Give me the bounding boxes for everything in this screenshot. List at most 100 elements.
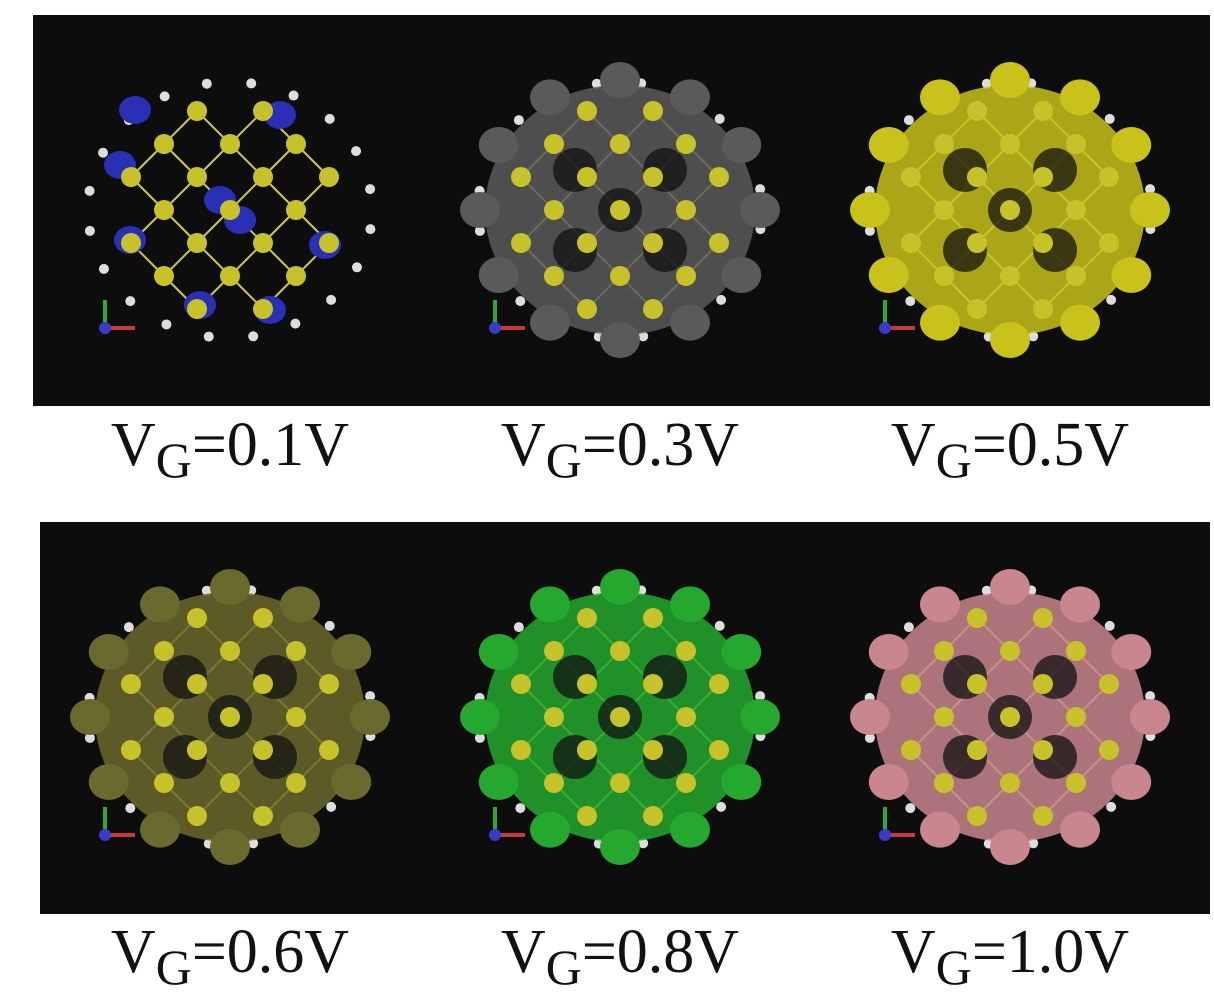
isosurface-lobe: [869, 127, 909, 163]
silicon-atom: [1000, 773, 1020, 793]
silicon-atom: [544, 773, 564, 793]
isosurface-lobe: [850, 699, 890, 735]
silicon-atom: [511, 740, 531, 760]
silicon-atom: [286, 773, 306, 793]
axis-z: [879, 829, 891, 841]
hydrogen-atom: [161, 319, 171, 329]
silicon-atom: [1033, 233, 1053, 253]
silicon-atom: [901, 740, 921, 760]
silicon-atom: [577, 608, 597, 628]
figure: VG=0.1VVG=0.3VVG=0.5VVG=0.6VVG=0.8VVG=1.…: [0, 0, 1214, 999]
isosurface-lobe: [530, 586, 570, 622]
silicon-atom: [1033, 740, 1053, 760]
silicon-atom: [1033, 608, 1053, 628]
silicon-atom: [643, 608, 663, 628]
silicon-atom: [577, 167, 597, 187]
hydrogen-atom: [1106, 295, 1116, 305]
silicon-atom: [154, 773, 174, 793]
silicon-atom: [901, 674, 921, 694]
silicon-atom: [1000, 641, 1020, 661]
isosurface-lobe: [331, 634, 371, 670]
silicon-atom: [1000, 707, 1020, 727]
hydrogen-atom: [904, 115, 914, 125]
silicon-atom: [610, 266, 630, 286]
silicon-atom: [187, 299, 207, 319]
silicon-atom: [577, 740, 597, 760]
isosurface-lobe: [530, 305, 570, 341]
silicon-atom: [544, 134, 564, 154]
silicon-atom: [676, 773, 696, 793]
silicon-atom: [220, 707, 240, 727]
silicon-atom: [676, 707, 696, 727]
axis-z: [489, 829, 501, 841]
silicon-atom: [511, 167, 531, 187]
isosurface-lobe: [990, 62, 1030, 98]
silicon-atom: [1099, 167, 1119, 187]
silicon-atom: [121, 674, 141, 694]
hydrogen-atom: [85, 186, 95, 196]
isosurface-lobe: [89, 634, 129, 670]
isosurface-lobe: [1111, 127, 1151, 163]
isosurface-lobe: [210, 569, 250, 605]
isosurface-lobe: [1111, 634, 1151, 670]
isosurface-lobe: [990, 322, 1030, 358]
isosurface-lobe: [670, 586, 710, 622]
panel-label: VG=0.3V: [501, 411, 739, 488]
hydrogen-atom: [124, 622, 134, 632]
silicon-atom: [643, 806, 663, 826]
silicon-atom: [967, 299, 987, 319]
hydrogen-atom: [290, 319, 300, 329]
silicon-atom: [577, 299, 597, 319]
silicon-atom: [253, 740, 273, 760]
label-symbol: V: [501, 918, 546, 986]
silicon-atom: [643, 674, 663, 694]
silicon-atom: [253, 299, 273, 319]
label-symbol: V: [891, 918, 936, 986]
silicon-atom: [253, 674, 273, 694]
label-value: =0.3V: [582, 411, 739, 479]
isosurface-lobe: [530, 812, 570, 848]
silicon-atom: [154, 641, 174, 661]
isosurface-lobe: [850, 192, 890, 228]
silicon-atom: [577, 233, 597, 253]
isosurface-lobe: [89, 764, 129, 800]
hydrogen-atom: [1106, 802, 1116, 812]
isosurface-lobe: [920, 812, 960, 848]
silicon-atom: [967, 233, 987, 253]
silicon-atom: [1033, 299, 1053, 319]
isosurface-lobe: [1130, 699, 1170, 735]
panel-label: VG=0.6V: [111, 918, 349, 995]
hydrogen-atom: [326, 295, 336, 305]
silicon-atom: [1066, 707, 1086, 727]
silicon-atom: [967, 674, 987, 694]
axis-z: [489, 322, 501, 334]
silicon-atom: [319, 233, 339, 253]
isosurface-lobe: [869, 634, 909, 670]
isosurface-lobe: [600, 569, 640, 605]
label-value: =0.8V: [582, 918, 739, 986]
silicon-atom: [709, 233, 729, 253]
silicon-atom: [1033, 167, 1053, 187]
silicon-atom: [610, 641, 630, 661]
isosurface-lobe: [920, 305, 960, 341]
hydrogen-atom: [716, 295, 726, 305]
silicon-atom: [676, 200, 696, 220]
isosurface-lobe: [721, 127, 761, 163]
isosurface-lobe: [920, 586, 960, 622]
hydrogen-atom: [289, 91, 299, 101]
silicon-atom: [934, 641, 954, 661]
isosurface-lobe: [1060, 305, 1100, 341]
silicon-atom: [220, 134, 240, 154]
label-value: =0.1V: [192, 411, 349, 479]
axis-z: [99, 322, 111, 334]
silicon-atom: [901, 233, 921, 253]
isosurface-lobe: [331, 764, 371, 800]
hydrogen-atom: [204, 332, 214, 342]
silicon-atom: [544, 266, 564, 286]
silicon-atom: [676, 134, 696, 154]
silicon-atom: [511, 674, 531, 694]
silicon-atom: [121, 167, 141, 187]
silicon-atom: [154, 200, 174, 220]
silicon-atom: [220, 200, 240, 220]
isosurface-lobe: [600, 829, 640, 865]
